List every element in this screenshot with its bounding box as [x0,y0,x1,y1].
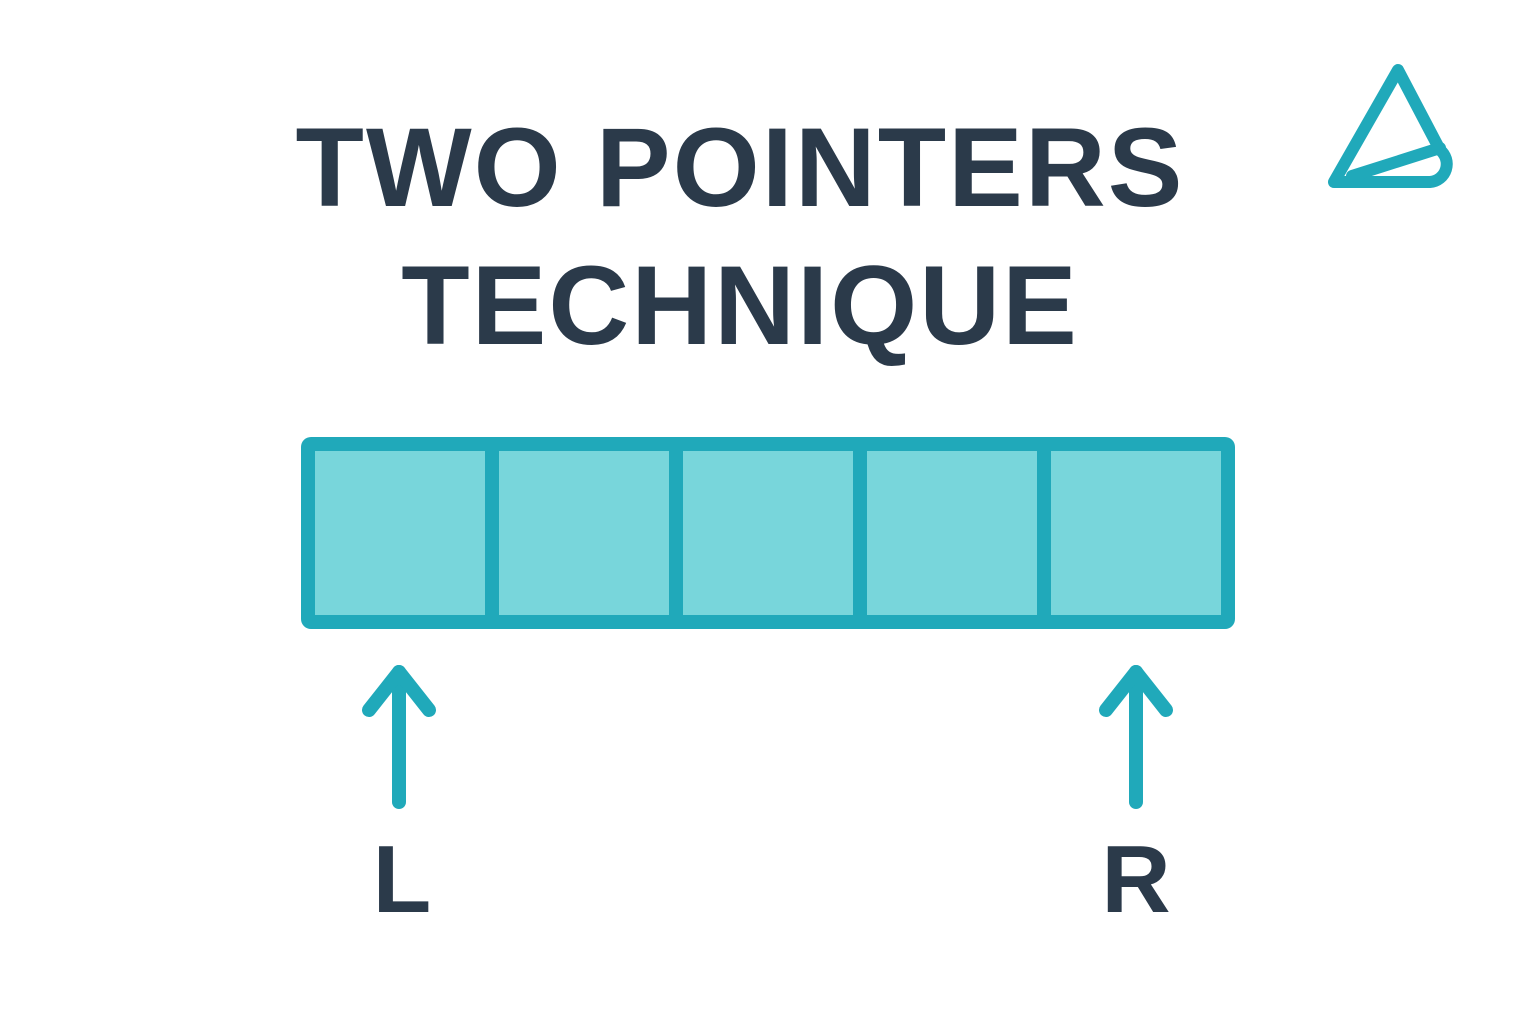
array-cell [1051,451,1221,615]
title-line-1: TWO POINTERS [295,105,1185,230]
triangle-logo-icon [1328,64,1453,188]
left-pointer-arrow-icon [362,665,436,809]
right-pointer-arrow-icon [1099,665,1173,809]
array [301,437,1235,629]
left-pointer-label: L [372,826,432,933]
array-cell [683,451,853,615]
array-cell [867,451,1037,615]
right-pointer-label: R [1101,826,1171,933]
array-cell [499,451,669,615]
title-line-2: TECHNIQUE [401,243,1079,368]
array-cell [315,451,485,615]
